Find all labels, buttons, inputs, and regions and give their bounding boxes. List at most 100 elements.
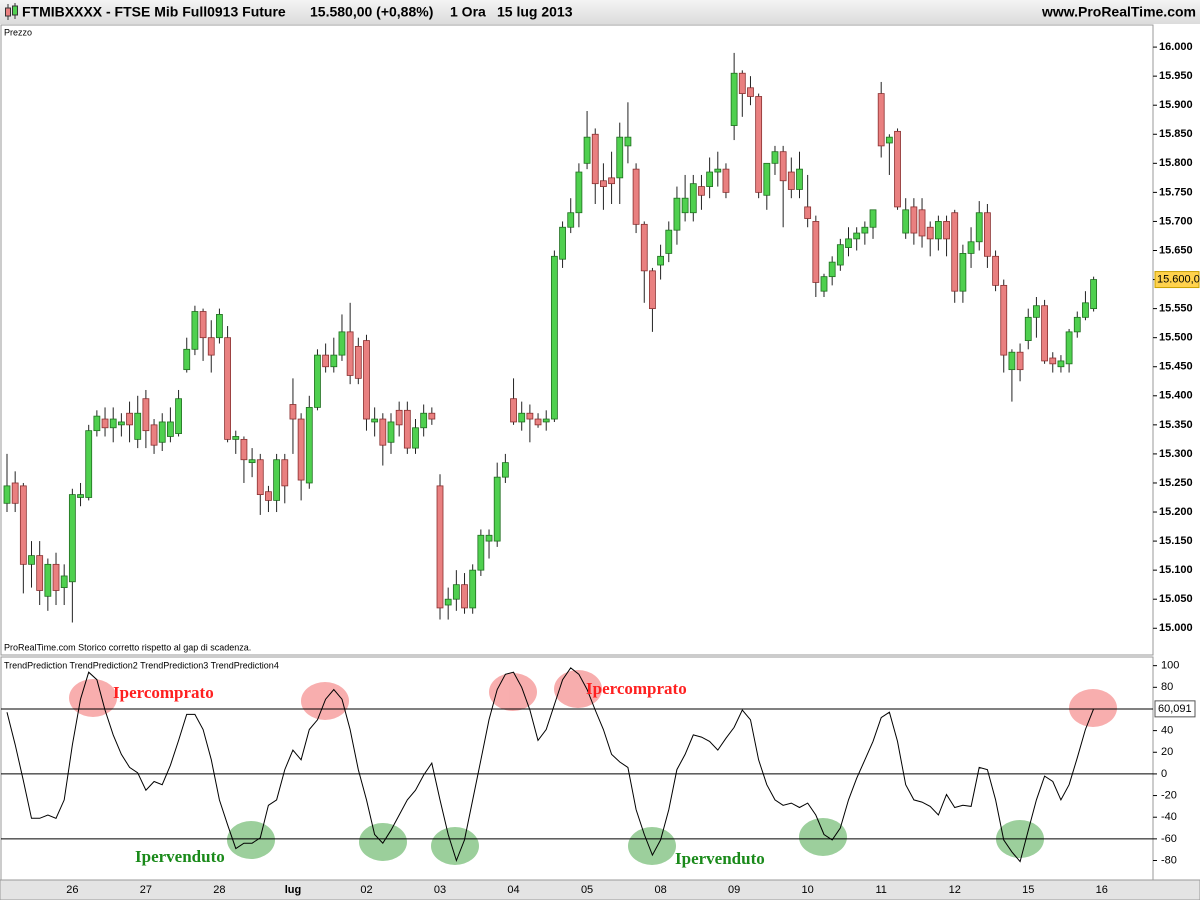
candle-body (526, 412, 534, 420)
candle-body (52, 563, 60, 591)
candle-body (93, 415, 101, 432)
price-panel-label: Prezzo (4, 27, 32, 37)
candle-body (3, 485, 11, 504)
last-price-box (1154, 271, 1200, 289)
x-tick-label: 12 (949, 884, 961, 896)
y-tick-label: -60 (1161, 833, 1177, 845)
header-icon (5, 3, 18, 20)
candle-body (689, 183, 697, 214)
candle-body (1033, 305, 1040, 318)
candle-body (910, 206, 918, 234)
x-tick-label: 04 (507, 884, 519, 896)
y-tick-label: 15.350 (1159, 419, 1193, 431)
candle-body (183, 348, 191, 371)
y-tick-label: 15.750 (1159, 186, 1193, 198)
candle-body (926, 226, 934, 240)
candle-body (68, 494, 76, 583)
y-tick-label: 15.550 (1159, 303, 1193, 315)
last-value-label: 60,091 (1158, 703, 1192, 715)
candle-body (575, 171, 583, 214)
candle-body (853, 232, 861, 240)
candle-body (207, 337, 215, 356)
oscillator-line (6, 667, 1095, 863)
candle-body (109, 418, 117, 429)
x-tick-label: 28 (213, 884, 225, 896)
site-link[interactable]: www.ProRealTime.com (1041, 4, 1196, 20)
candle-body (918, 209, 926, 237)
y-tick-label: 15.300 (1159, 448, 1193, 460)
overbought-zone (554, 670, 602, 708)
x-axis-bar (0, 879, 1200, 900)
x-tick-label: 05 (581, 884, 593, 896)
symbol: FTMIBXXXX - FTSE Mib Full0913 Future (22, 4, 286, 20)
oversold-zone (227, 821, 275, 859)
x-tick-label: 15 (1022, 884, 1034, 896)
candle-body (714, 168, 722, 173)
candle-body (199, 311, 207, 339)
candle-body (281, 459, 289, 487)
candle-body (469, 569, 477, 609)
y-tick-label: 15.900 (1159, 99, 1193, 111)
candle-body (894, 130, 901, 208)
candle-body (338, 331, 346, 356)
y-tick-label: 15.150 (1159, 535, 1193, 547)
candle-body (444, 598, 452, 606)
candle-body (984, 212, 991, 257)
candle-body (959, 253, 967, 292)
candle-body (771, 151, 779, 164)
y-tick-label: 20 (1161, 746, 1173, 758)
candle-body (101, 418, 109, 429)
candle-body (77, 494, 84, 498)
candle-body (493, 476, 501, 542)
candle-body (1065, 331, 1073, 365)
x-tick-label: 08 (654, 884, 666, 896)
candle-body (289, 404, 297, 420)
candle-body (820, 276, 828, 292)
candle-body (1082, 302, 1089, 318)
annotation: Ipercomprato (113, 683, 214, 702)
candle-body (403, 409, 411, 449)
y-tick-label: 80 (1161, 681, 1173, 693)
candle-body (755, 96, 763, 193)
candle-body (395, 409, 403, 426)
candle-body (273, 459, 281, 501)
x-tick-label: 09 (728, 884, 740, 896)
candle-body (967, 241, 975, 254)
candle-body (567, 212, 575, 228)
candle-body (632, 168, 640, 225)
candle-body (477, 534, 485, 571)
candle-body (722, 168, 730, 193)
candle-body (845, 238, 852, 248)
candle-body (240, 438, 248, 461)
candle-body (534, 418, 542, 426)
candle-body (85, 430, 93, 498)
x-tick-label: lug (285, 884, 302, 896)
candle-body (591, 133, 599, 185)
candle-body (583, 136, 591, 164)
overbought-zone (69, 679, 117, 717)
candle-body (387, 421, 395, 443)
date: 15 lug 2013 (497, 4, 573, 20)
candle-body (314, 354, 321, 408)
candle-body (510, 398, 517, 423)
y-tick-label: 40 (1161, 725, 1173, 737)
candle-body (542, 418, 550, 423)
candle-body (60, 575, 68, 588)
candle-body (142, 398, 150, 432)
candle-body (559, 226, 566, 260)
candle-body (1000, 284, 1008, 356)
x-tick-label: 10 (802, 884, 814, 896)
candle-body (681, 197, 689, 214)
candle-body (698, 186, 705, 196)
interval: 1 Ora (450, 4, 486, 20)
candle-body (379, 418, 387, 446)
candle-body (796, 168, 803, 190)
candle-body (175, 398, 182, 434)
candle-body (191, 311, 199, 350)
candle-body (28, 555, 35, 565)
candle-body (232, 436, 240, 440)
candle-body (354, 345, 362, 379)
candle-body (1008, 351, 1016, 371)
candle-body (779, 151, 787, 182)
